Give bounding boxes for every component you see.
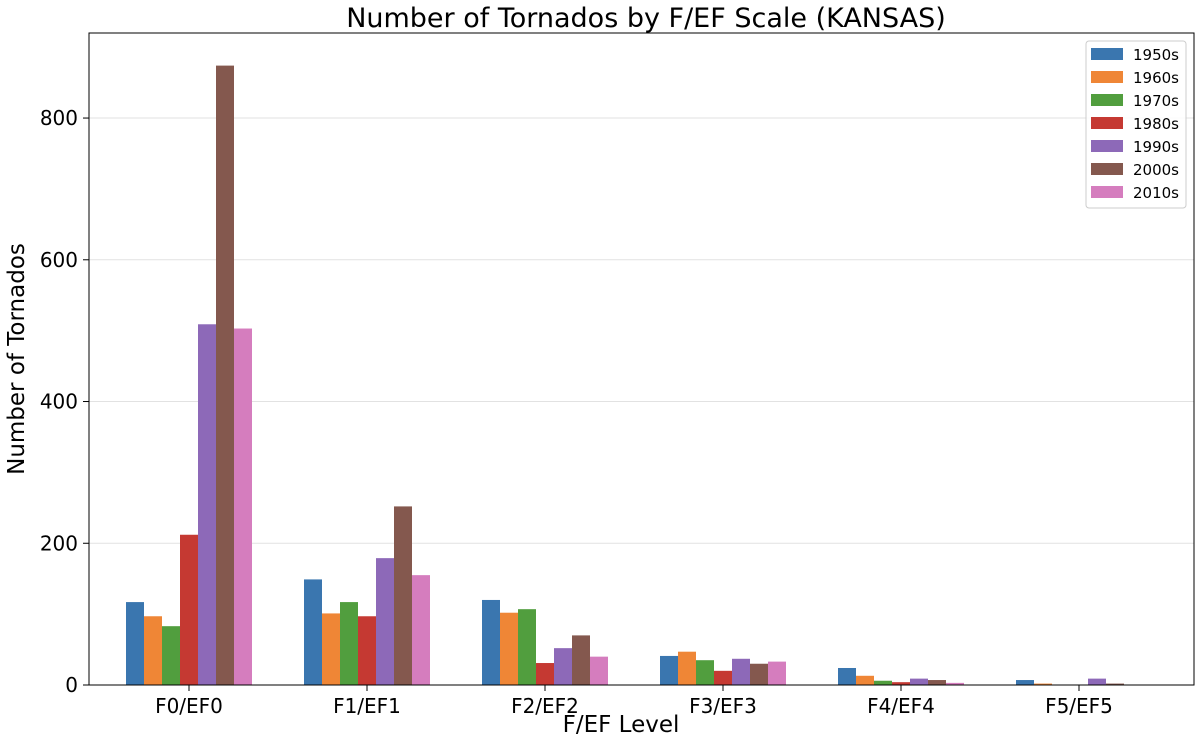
legend: 1950s 1960s 1970s 1980s 1990s 2000s 2010s bbox=[1085, 40, 1187, 209]
bar bbox=[1034, 683, 1052, 685]
x-tick-label: F1/EF1 bbox=[333, 694, 401, 718]
chart-title: Number of Tornados by F/EF Scale (KANSAS… bbox=[346, 3, 946, 34]
legend-label: 1980s bbox=[1133, 115, 1179, 133]
x-tick-label: F5/EF5 bbox=[1045, 694, 1113, 718]
bar bbox=[910, 678, 928, 685]
legend-label: 2010s bbox=[1133, 184, 1179, 202]
bar bbox=[1088, 678, 1106, 685]
bar bbox=[144, 616, 162, 685]
y-tick-label: 200 bbox=[40, 531, 78, 555]
legend-label: 1990s bbox=[1133, 138, 1179, 156]
bar bbox=[856, 675, 874, 685]
legend-swatch bbox=[1091, 186, 1123, 198]
bar bbox=[732, 658, 750, 685]
bar bbox=[572, 635, 590, 685]
legend-swatch bbox=[1091, 140, 1123, 152]
legend-item: 1960s bbox=[1091, 69, 1179, 87]
x-tick-label: F3/EF3 bbox=[689, 694, 757, 718]
legend-swatch bbox=[1091, 48, 1123, 60]
y-axis: 0 200 400 600 800 bbox=[40, 106, 89, 697]
y-axis-label: Number of Tornados bbox=[4, 243, 30, 475]
bar bbox=[750, 663, 768, 685]
bar bbox=[340, 602, 358, 685]
legend-label: 1960s bbox=[1133, 69, 1179, 87]
x-tick-label: F2/EF2 bbox=[511, 694, 579, 718]
x-axis-label: F/EF Level bbox=[563, 712, 680, 738]
bar bbox=[126, 602, 144, 685]
category-group bbox=[1016, 678, 1124, 685]
y-tick-label: 400 bbox=[40, 390, 78, 414]
legend-swatch bbox=[1091, 117, 1123, 129]
legend-item: 2010s bbox=[1091, 184, 1179, 202]
bar bbox=[928, 680, 946, 685]
bar bbox=[162, 626, 180, 685]
bar bbox=[590, 656, 608, 685]
y-tick-label: 800 bbox=[40, 106, 78, 130]
bar bbox=[946, 682, 964, 685]
bar bbox=[554, 648, 572, 685]
bar bbox=[376, 558, 394, 685]
plot-frame bbox=[88, 32, 1195, 686]
category-group bbox=[304, 506, 430, 685]
y-tick-label: 600 bbox=[40, 248, 78, 272]
legend-label: 1970s bbox=[1133, 92, 1179, 110]
bar bbox=[714, 670, 732, 685]
x-tick-label: F4/EF4 bbox=[867, 694, 935, 718]
bar bbox=[1106, 683, 1124, 685]
bar bbox=[394, 506, 412, 685]
legend-item: 1980s bbox=[1091, 115, 1179, 133]
bar bbox=[892, 682, 910, 685]
bar bbox=[234, 328, 252, 685]
y-tick-label: 0 bbox=[65, 673, 78, 697]
category-group bbox=[482, 599, 608, 685]
x-tick-label: F0/EF0 bbox=[155, 694, 223, 718]
bar bbox=[322, 613, 340, 685]
legend-item: 1970s bbox=[1091, 92, 1179, 110]
bar bbox=[304, 579, 322, 685]
bar bbox=[198, 324, 216, 685]
legend-swatch bbox=[1091, 94, 1123, 106]
legend-item: 1950s bbox=[1091, 46, 1179, 64]
grid-lines bbox=[89, 117, 1194, 544]
bar bbox=[696, 660, 714, 685]
bar bbox=[216, 65, 234, 686]
bar bbox=[768, 661, 786, 685]
bar bbox=[358, 616, 376, 685]
category-group bbox=[660, 651, 786, 685]
bar bbox=[678, 651, 696, 685]
bar bbox=[536, 663, 554, 685]
bars bbox=[126, 65, 1124, 686]
bar bbox=[838, 667, 856, 685]
category-group bbox=[126, 65, 252, 686]
legend-item: 1990s bbox=[1091, 138, 1179, 156]
bar bbox=[482, 599, 500, 685]
legend-swatch bbox=[1091, 163, 1123, 175]
bar bbox=[500, 612, 518, 685]
bar bbox=[180, 534, 198, 685]
bar bbox=[874, 680, 892, 685]
legend-swatch bbox=[1091, 71, 1123, 83]
bar bbox=[1016, 680, 1034, 685]
bar bbox=[660, 655, 678, 685]
legend-label: 2000s bbox=[1133, 161, 1179, 179]
legend-item: 2000s bbox=[1091, 161, 1179, 179]
category-group bbox=[838, 667, 964, 685]
legend-label: 1950s bbox=[1133, 46, 1179, 64]
bar bbox=[412, 575, 430, 685]
bar bbox=[518, 609, 536, 685]
x-axis: F0/EF0 F1/EF1 F2/EF2 F3/EF3 F4/EF4 F5/EF5 bbox=[155, 685, 1113, 718]
